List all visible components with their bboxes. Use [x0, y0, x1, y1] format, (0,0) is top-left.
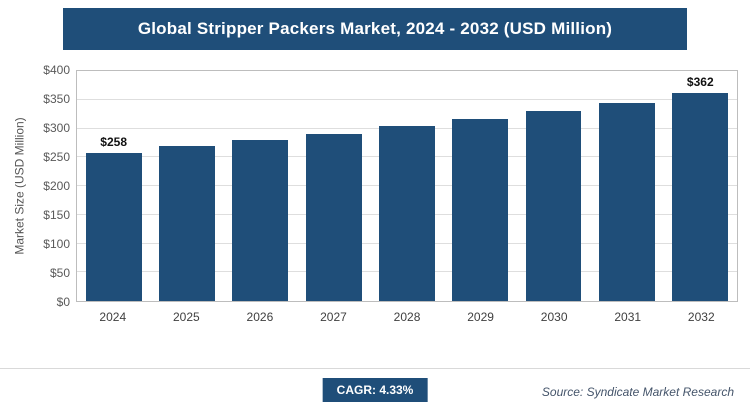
x-tick-label-2026: 2026: [246, 310, 274, 324]
y-tick-label: $100: [43, 237, 70, 251]
bar-slot-2024: $258: [77, 71, 150, 301]
x-tick-label-2029: 2029: [467, 310, 494, 324]
x-axis-labels: 2024 2025 2026 2027 2028 2029 2030 2031 2032: [76, 302, 738, 324]
plot-area: $258 $362: [76, 70, 738, 302]
bar-value-label-2024: $258: [100, 134, 128, 149]
bar-slot-2026: [224, 71, 297, 301]
y-tick-label: $150: [43, 208, 70, 222]
bar-2025: [159, 146, 215, 301]
bar-slot-2029: [444, 71, 517, 301]
bar-2024: [85, 152, 142, 301]
y-tick-label: $350: [43, 92, 70, 106]
x-tick-label-2028: 2028: [393, 310, 421, 324]
bar-slot-2027: [297, 71, 370, 301]
bar-slot-2025: [150, 71, 223, 301]
y-tick-label: $250: [43, 150, 70, 164]
y-tick-label: $300: [43, 121, 70, 135]
cagr-badge: CAGR: 4.33%: [322, 378, 428, 402]
y-axis-title: Market Size (USD Million): [13, 117, 28, 255]
y-tick-label: $50: [49, 266, 70, 280]
y-tick-label: $200: [43, 179, 70, 193]
footer: CAGR: 4.33% Source: Syndicate Market Res…: [0, 368, 750, 417]
y-tick-label: $400: [43, 63, 70, 77]
bar-series: $258 $362: [77, 71, 737, 301]
chart-area: Market Size (USD Million) $0 $50 $100 $150 $…: [8, 63, 738, 309]
page-title: Global Stripper Packers Market, 2024 - 2…: [137, 19, 613, 38]
gridline: [77, 98, 737, 100]
y-tick-label: $0: [56, 295, 70, 309]
x-tick-label-2027: 2027: [320, 310, 347, 324]
x-tick-label-2030: 2030: [540, 310, 568, 324]
bar-2029: [452, 118, 509, 301]
x-tick-label-2025: 2025: [172, 310, 200, 324]
bar-2031: [599, 102, 655, 301]
y-axis-ticks: $0 $50 $100 $150 $200 $250 $300 $350 $400: [32, 63, 76, 309]
bar-2032: [672, 92, 729, 301]
bar-slot-2032: $362: [664, 71, 737, 301]
chart-title-banner: Global Stripper Packers Market, 2024 - 2…: [63, 8, 687, 50]
x-axis: 2024 2025 2026 2027 2028 2029 2030 2031 2032: [8, 302, 738, 324]
bar-2028: [379, 126, 435, 301]
bar-2027: [305, 133, 362, 301]
bar-slot-2028: [370, 71, 443, 301]
x-tick-label-2031: 2031: [614, 310, 642, 324]
bar-slot-2031: [590, 71, 663, 301]
bar-2026: [232, 140, 289, 301]
source-text: Source: Syndicate Market Research: [541, 385, 734, 399]
bar-slot-2030: [517, 71, 590, 301]
bar-value-label-2032: $362: [686, 74, 714, 89]
x-tick-label-2032: 2032: [687, 310, 715, 324]
x-tick-label-2024: 2024: [99, 310, 127, 324]
bar-2030: [525, 111, 582, 301]
